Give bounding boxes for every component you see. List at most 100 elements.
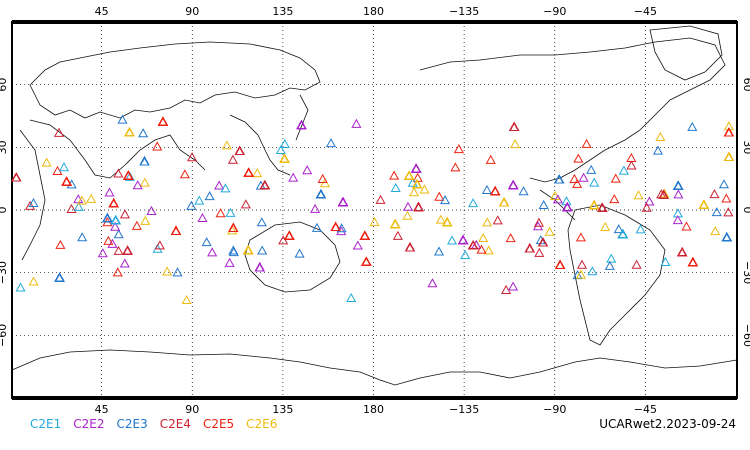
occultation-marker [279,138,290,149]
occultation-marker [28,276,39,286]
lat-tick-label-right: 0 [741,207,750,214]
lon-tick-label-bottom: 135 [272,403,293,416]
occultation-marker [721,232,732,242]
occultation-marker [655,131,666,141]
occultation-marker [723,207,734,217]
occultation-marker [351,118,362,128]
legend: C2E1 C2E2 C2E3 C2E4 C2E5 C2E6 [30,417,289,431]
occultation-markers [11,114,734,305]
occultation-marker [552,194,563,204]
occultation-marker [481,184,493,194]
lat-tick-label-left: −30 [0,261,9,284]
occultation-marker [460,249,471,260]
occultation-marker [508,179,519,190]
occultation-marker [390,182,401,193]
occultation-marker [76,195,87,205]
occultation-marker [433,246,445,256]
occultation-marker [224,257,235,267]
occultation-marker [152,141,163,151]
occultation-marker [576,259,588,269]
lon-tick-label-bottom: 45 [95,403,109,416]
occultation-marker [243,167,254,177]
lat-tick-label-left: −60 [0,324,9,347]
occultation-marker [77,232,88,242]
occultation-marker [207,247,218,257]
occultation-marker [537,237,549,247]
occultation-marker [392,230,403,240]
occultation-marker [119,209,131,219]
occultation-marker [597,202,608,212]
occultation-marker [483,245,494,255]
occultation-marker [450,162,461,172]
occultation-marker [11,172,22,182]
occultation-marker [718,179,729,189]
occultation-marker [554,174,565,184]
occultation-marker [471,239,482,249]
occultation-marker [243,245,254,255]
graticule [12,22,737,398]
occultation-marker [310,203,321,213]
occultation-marker [288,172,299,182]
occultation-marker [227,154,238,164]
occultation-marker [549,190,561,200]
lon-tick-label-top: −45 [634,5,657,18]
occultation-marker [442,217,453,227]
lon-tick-label-top: −90 [543,5,566,18]
occultation-marker [673,189,684,199]
occultation-marker [478,232,489,243]
occultation-marker [635,224,646,234]
occultation-marker [240,199,251,209]
occultation-marker [55,239,66,249]
occultation-marker [587,266,598,276]
occultation-marker [485,154,496,164]
occultation-marker [710,226,721,236]
occultation-marker [687,257,698,267]
occultation-marker [518,186,529,196]
occultation-marker [641,202,652,212]
lon-tick-label-bottom: −135 [449,403,479,416]
occultation-marker [687,121,698,131]
occultation-marker [131,220,142,230]
occultation-marker [409,187,420,197]
occultation-marker [311,222,322,232]
occultation-marker [581,138,592,148]
legend-item-c2e4: C2E4 [159,417,191,431]
occultation-marker [672,214,683,225]
occultation-marker [626,152,637,163]
occultation-marker [162,266,173,276]
occultation-marker [119,258,130,268]
occultation-marker [555,259,566,269]
occultation-marker [538,199,549,210]
occultation-marker [404,242,416,252]
occultation-marker [315,189,326,199]
occultation-marker [201,237,212,247]
lon-tick-label-top: 135 [272,5,293,18]
lon-tick-label-top: 90 [185,5,199,18]
occultation-marker [359,230,370,240]
occultation-marker [419,184,430,194]
occultation-marker [279,153,290,163]
occultation-marker [15,282,26,292]
occultation-marker [413,202,424,212]
occultation-marker [633,190,644,200]
occultation-marker [644,196,655,206]
occultation-marker [721,193,732,203]
occultation-marker [656,189,667,199]
occultation-marker [604,260,615,270]
occultation-marker [476,244,487,254]
occultation-marker [28,197,39,208]
occultation-marker [533,217,544,227]
lat-tick-label-right: 60 [741,78,750,92]
occultation-marker [711,207,722,217]
occultation-marker [54,272,65,282]
occultation-marker [658,189,669,200]
occultation-marker [631,259,642,269]
occultation-marker [569,173,580,183]
occultation-marker [215,208,226,218]
occultation-marker [214,180,225,190]
lat-tick-label-left: 30 [0,140,9,154]
occultation-marker [572,178,583,188]
occultation-marker [58,162,70,172]
occultation-marker [447,235,458,245]
